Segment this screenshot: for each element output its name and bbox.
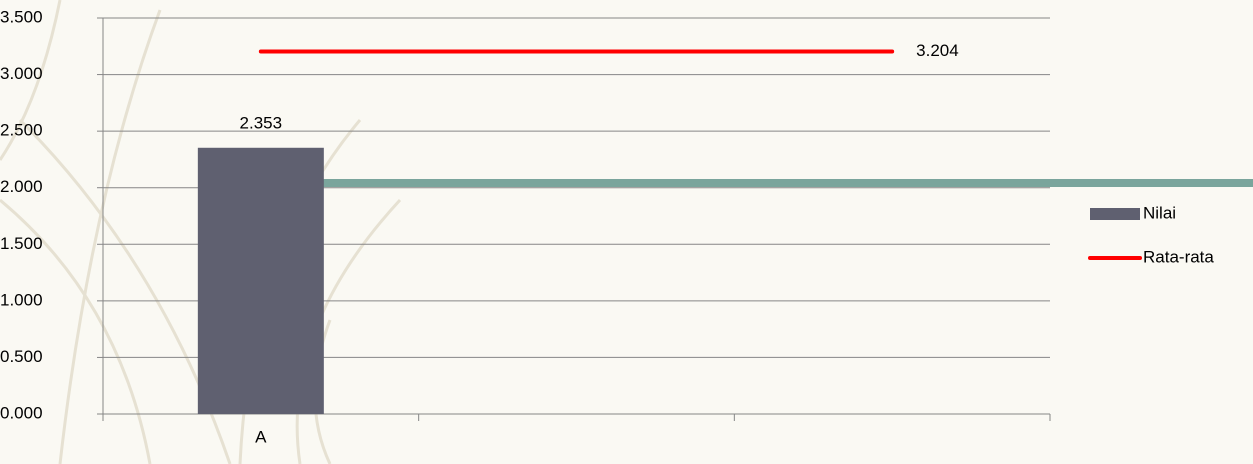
data-label: 2.353 [240, 113, 283, 132]
y-tick-label: 2.000 [0, 177, 43, 196]
y-tick-label: 1.500 [0, 234, 43, 253]
legend-label: Rata-rata [1143, 247, 1214, 266]
y-tick-label: 3.000 [0, 64, 43, 83]
data-label: 3.204 [916, 41, 959, 60]
x-tick-label: A [255, 427, 267, 446]
y-tick-label: 2.500 [0, 121, 43, 140]
y-tick-label: 0.500 [0, 347, 43, 366]
y-tick-label: 0.000 [0, 403, 43, 422]
legend-swatch [1090, 208, 1140, 220]
y-tick-label: 1.000 [0, 290, 43, 309]
legend-label: Nilai [1143, 203, 1176, 222]
bar [197, 147, 324, 415]
y-tick-label: 3.500 [0, 7, 43, 26]
